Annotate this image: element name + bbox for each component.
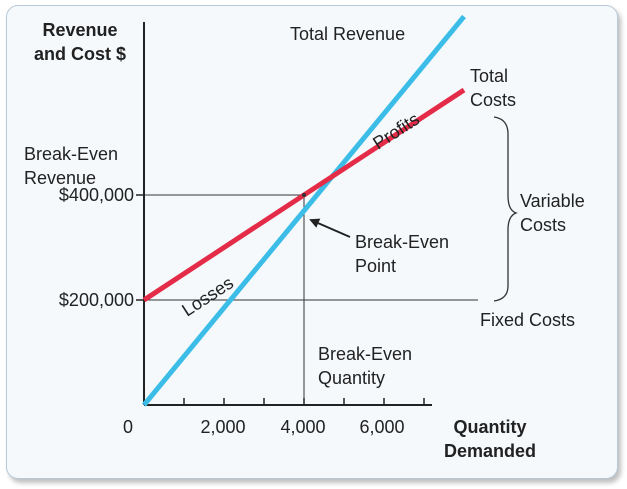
x-axis-title: Quantity Demanded [444,417,536,461]
y-axis-title: Revenue and Cost $ [34,20,126,64]
x-tick-label-1: 2,000 [200,417,245,437]
y-tick-label-1: $400,000 [59,185,134,205]
x-tick-label-3: 6,000 [359,417,404,437]
fixed-costs-label: Fixed Costs [480,310,575,330]
losses-label: Losses [178,273,237,321]
break-even-arrow [309,218,351,238]
break-even-quantity-label: Break-Even Quantity [318,344,412,388]
y-tick-label-0: $200,000 [59,290,134,310]
chart-panel [6,5,618,479]
x-tick-label-0: 0 [123,417,133,437]
break-even-point-label: Break-Even Point [355,232,449,276]
total-costs-label: Total Costs [470,66,516,110]
x-tick-label-2: 4,000 [280,417,325,437]
break-even-point-marker [302,193,306,197]
break-even-revenue-label: Break-Even Revenue [24,144,118,188]
variable-costs-label: Variable Costs [520,191,585,235]
profits-label: Profits [369,109,423,154]
variable-costs-brace [493,116,518,302]
total-revenue-line [142,14,466,407]
total-revenue-label: Total Revenue [290,24,405,44]
